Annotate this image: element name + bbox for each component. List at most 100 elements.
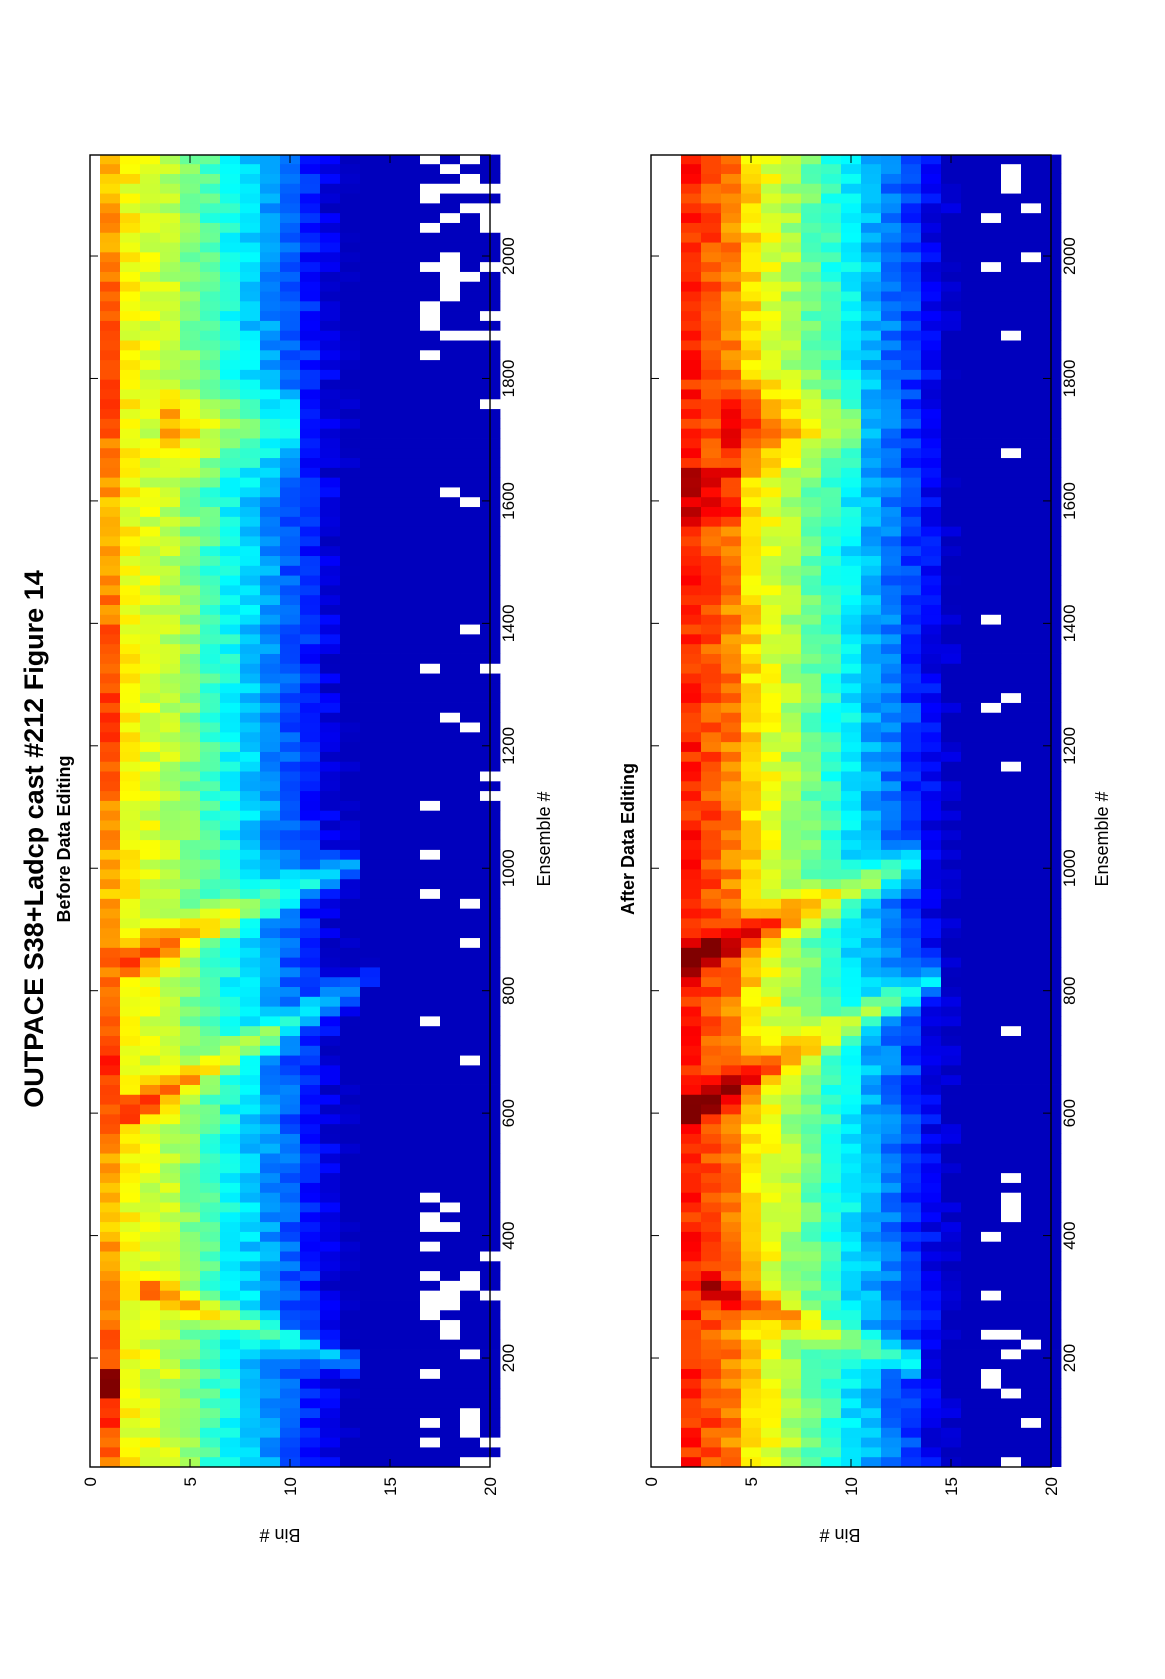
- heatmap-cell: [881, 457, 902, 468]
- heatmap-cell: [761, 1055, 782, 1066]
- heatmap-cell: [881, 1025, 902, 1036]
- heatmap-cell: [400, 878, 421, 890]
- heatmap-cell: [1001, 810, 1022, 821]
- heatmap-cell: [400, 771, 421, 782]
- heatmap-cell: [320, 1162, 341, 1174]
- heatmap-cell: [300, 790, 321, 801]
- heatmap-cell: [701, 398, 722, 410]
- heatmap-cell: [120, 1211, 141, 1223]
- heatmap-cell: [921, 741, 942, 752]
- heatmap-cell: [841, 1309, 862, 1321]
- heatmap-cell: [280, 869, 301, 880]
- heatmap-cell: [981, 1437, 1002, 1448]
- heatmap-cell: [420, 1123, 441, 1134]
- heatmap-cell: [921, 330, 942, 341]
- heatmap-cell: [360, 1182, 381, 1193]
- heatmap-cell: [741, 1339, 762, 1350]
- heatmap-cell: [160, 1133, 181, 1144]
- heatmap-cell: [100, 438, 121, 449]
- heatmap-cell: [861, 1319, 882, 1330]
- heatmap-cell: [921, 692, 942, 703]
- heatmap-cell: [380, 614, 401, 625]
- heatmap-cell: [761, 927, 782, 939]
- heatmap-cell: [881, 996, 902, 1007]
- heatmap-cell: [801, 1280, 822, 1291]
- heatmap-cell: [821, 829, 842, 841]
- heatmap-cell: [761, 408, 782, 419]
- heatmap-cell: [981, 682, 1002, 694]
- heatmap-cell: [200, 1260, 221, 1272]
- heatmap-cell: [440, 751, 461, 762]
- heatmap-cell: [861, 154, 882, 165]
- heatmap-cell: [861, 594, 882, 605]
- heatmap-cell: [841, 1113, 862, 1125]
- heatmap-cell: [921, 1349, 942, 1360]
- heatmap-cell: [741, 438, 762, 449]
- heatmap-cell: [801, 869, 822, 880]
- heatmap-cell: [440, 438, 461, 449]
- heatmap-cell: [180, 261, 201, 272]
- heatmap-cell: [761, 1398, 782, 1409]
- heatmap-cell: [340, 1035, 361, 1046]
- heatmap-cell: [701, 751, 722, 762]
- heatmap-cell: [360, 232, 381, 243]
- heatmap-cell: [941, 967, 962, 978]
- heatmap-cell: [440, 1456, 461, 1467]
- heatmap-cell: [721, 1074, 742, 1085]
- heatmap-cell: [1001, 702, 1022, 713]
- heatmap-cell: [941, 810, 962, 821]
- heatmap-cell: [160, 1368, 181, 1379]
- heatmap-cell: [160, 653, 181, 664]
- heatmap-cell: [1001, 467, 1022, 478]
- heatmap-cell: [340, 1378, 361, 1389]
- heatmap-cell: [1001, 967, 1022, 978]
- heatmap-cell: [240, 516, 261, 527]
- heatmap-cell: [100, 349, 121, 361]
- heatmap-cell: [380, 996, 401, 1007]
- heatmap-cell: [781, 251, 802, 263]
- heatmap-cell: [901, 663, 922, 674]
- heatmap-cell: [360, 741, 381, 752]
- heatmap-cell: [1001, 1456, 1022, 1467]
- heatmap-cell: [240, 1104, 261, 1115]
- heatmap-cell: [801, 829, 822, 841]
- heatmap-cell: [260, 398, 281, 410]
- heatmap-cell: [440, 731, 461, 743]
- heatmap-cell: [240, 222, 261, 233]
- heatmap-cell: [741, 810, 762, 821]
- heatmap-cell: [801, 1074, 822, 1085]
- heatmap-cell: [340, 761, 361, 772]
- heatmap-cell: [200, 261, 221, 272]
- heatmap-cell: [881, 193, 902, 204]
- heatmap-cell: [340, 663, 361, 674]
- heatmap-cell: [360, 702, 381, 713]
- heatmap-cell: [460, 300, 481, 312]
- heatmap-cell: [981, 1280, 1002, 1291]
- heatmap-cell: [701, 369, 722, 380]
- heatmap-cell: [320, 389, 341, 400]
- heatmap-cell: [400, 1251, 421, 1262]
- heatmap-cell: [240, 163, 261, 174]
- heatmap-cell: [420, 320, 441, 331]
- heatmap-cell: [360, 359, 381, 370]
- heatmap-cell: [400, 506, 421, 517]
- heatmap-cell: [460, 506, 481, 517]
- heatmap-cell: [140, 1231, 161, 1242]
- heatmap-cell: [160, 1182, 181, 1193]
- heatmap-cell: [140, 1309, 161, 1321]
- heatmap-cell: [100, 1437, 121, 1448]
- heatmap-cell: [781, 957, 802, 968]
- heatmap-cell: [420, 996, 441, 1007]
- heatmap-cell: [420, 1192, 441, 1203]
- heatmap-cell: [420, 1211, 441, 1223]
- heatmap-cell: [681, 408, 702, 419]
- heatmap-cell: [881, 1388, 902, 1399]
- heatmap-cell: [180, 1202, 201, 1213]
- heatmap-cell: [961, 1241, 982, 1252]
- heatmap-cell: [841, 653, 862, 664]
- heatmap-cell: [160, 545, 181, 557]
- heatmap-cell: [841, 516, 862, 527]
- heatmap-cell: [400, 673, 421, 684]
- heatmap-cell: [300, 1446, 321, 1458]
- heatmap-cell: [380, 800, 401, 811]
